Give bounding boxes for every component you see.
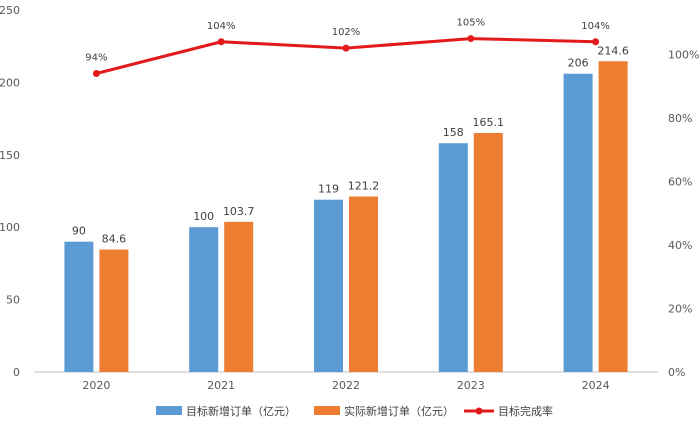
x-tick-label: 2020 xyxy=(82,379,110,392)
bar xyxy=(563,73,593,372)
line-point xyxy=(592,38,600,46)
y-tick-label: 200 xyxy=(0,76,20,89)
bar xyxy=(598,61,628,372)
line-data-label: 102% xyxy=(332,27,361,38)
line-data-label: 105% xyxy=(457,18,486,29)
y-tick-label: 50 xyxy=(6,294,20,307)
bar-data-label: 119 xyxy=(318,183,339,196)
y2-tick-label: 60% xyxy=(668,175,692,188)
y-tick-label: 100 xyxy=(0,221,20,234)
x-tick-label: 2024 xyxy=(582,379,610,392)
x-tick-label: 2021 xyxy=(207,379,235,392)
bar-data-label: 165.1 xyxy=(473,116,505,129)
legend-swatch xyxy=(156,406,182,415)
line-data-label: 94% xyxy=(85,53,107,64)
line-point xyxy=(467,35,475,43)
legend-swatch xyxy=(314,406,340,415)
bar-data-label: 103.7 xyxy=(223,205,255,218)
legend-label: 目标新增订单（亿元） xyxy=(186,404,296,418)
bar xyxy=(314,199,343,372)
bar-data-label: 121.2 xyxy=(348,180,380,193)
bar xyxy=(189,227,219,372)
bar-data-label: 84.6 xyxy=(102,232,127,245)
line-data-label: 104% xyxy=(581,21,610,32)
bar-data-label: 206 xyxy=(568,57,589,70)
completion-rate-line xyxy=(96,37,596,75)
x-tick-label: 2023 xyxy=(457,379,485,392)
y2-tick-label: 80% xyxy=(668,112,692,125)
bar xyxy=(64,241,94,372)
bar-data-label: 158 xyxy=(443,126,464,139)
y2-tick-label: 0% xyxy=(668,366,685,379)
y-tick-label: 0 xyxy=(13,366,20,379)
line-point xyxy=(342,44,350,52)
legend-marker xyxy=(475,407,483,415)
bar-data-label: 100 xyxy=(193,210,214,223)
line-data-label: 104% xyxy=(207,21,236,32)
legend-label: 目标完成率 xyxy=(498,404,553,418)
bar xyxy=(349,196,378,372)
y2-tick-label: 100% xyxy=(668,48,699,61)
line-point xyxy=(92,70,100,78)
bar-data-label: 214.6 xyxy=(597,44,629,57)
y-tick-label: 150 xyxy=(0,149,20,162)
line-point xyxy=(217,38,225,46)
bar xyxy=(99,249,129,372)
y-tick-label: 250 xyxy=(0,4,20,17)
bar-data-label: 90 xyxy=(72,225,86,238)
y2-tick-label: 40% xyxy=(668,239,692,252)
bar xyxy=(473,132,503,372)
x-tick-label: 2022 xyxy=(332,379,360,392)
bar xyxy=(438,143,468,372)
legend-label: 实际新增订单（亿元） xyxy=(344,404,454,418)
bar xyxy=(224,221,254,372)
y2-tick-label: 20% xyxy=(668,302,692,315)
